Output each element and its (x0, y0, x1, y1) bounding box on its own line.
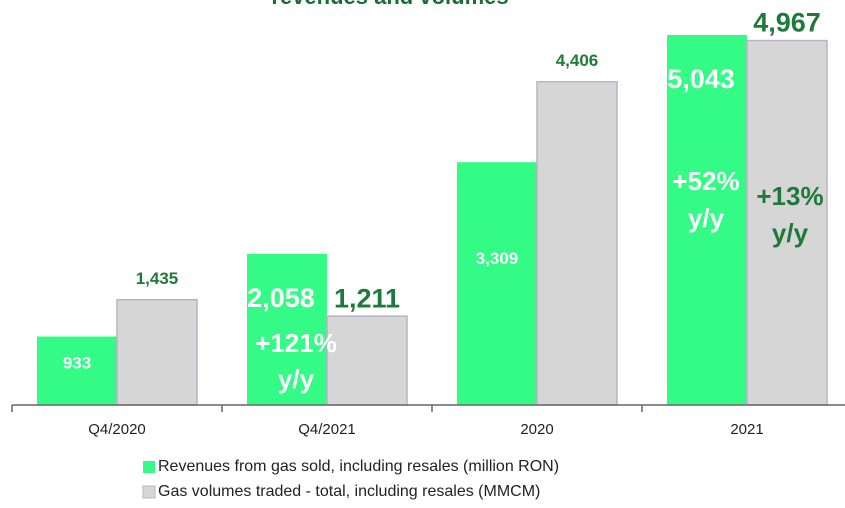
data-label: 5,043 (667, 64, 735, 94)
annotation: +121% (255, 328, 337, 358)
data-label: 4,406 (556, 51, 599, 70)
legend-label: Revenues from gas sold, including resale… (158, 458, 559, 475)
chart-title: revenues and volumes (271, 0, 508, 9)
data-label: 2,058 (247, 283, 315, 313)
bar (247, 254, 327, 405)
x-tick-label: 2020 (520, 421, 553, 438)
x-tick-label: 2021 (730, 421, 763, 438)
annotation: +52% (672, 166, 739, 196)
data-label: 933 (63, 353, 91, 372)
x-tick-label: Q4/2020 (88, 421, 146, 438)
annotation: y/y (688, 203, 725, 233)
bar (37, 336, 117, 405)
legend-label: Gas volumes traded - total, including re… (158, 483, 540, 500)
legend-swatch (143, 461, 155, 473)
legend-swatch (142, 485, 156, 499)
annotation: y/y (772, 218, 809, 248)
data-label: 1,435 (136, 269, 179, 288)
bar (326, 315, 408, 406)
x-tick-label: Q4/2021 (298, 421, 356, 438)
bar (116, 298, 198, 406)
data-label: 1,211 (334, 283, 400, 313)
bar (667, 35, 747, 405)
data-label: 3,309 (476, 249, 519, 268)
annotation: y/y (278, 364, 315, 394)
data-label: 4,967 (753, 8, 821, 38)
bar (746, 39, 828, 406)
bar (536, 80, 618, 406)
bar (457, 162, 537, 405)
annotation: +13% (756, 181, 823, 211)
